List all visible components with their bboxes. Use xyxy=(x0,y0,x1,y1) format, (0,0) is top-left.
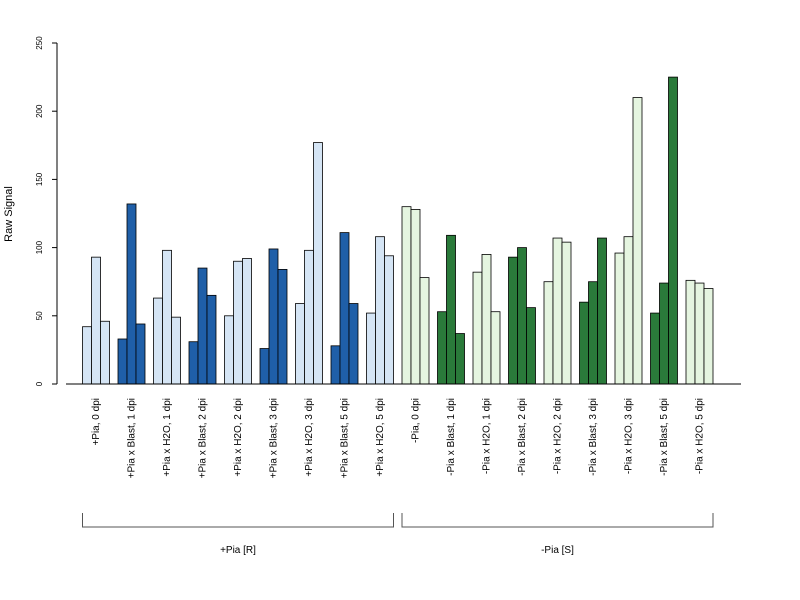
bar xyxy=(277,269,288,385)
bar xyxy=(588,281,598,385)
axes-layer xyxy=(56,43,741,385)
x-tick-label: -Pia x Blast, 3 dpi xyxy=(588,398,599,476)
bar xyxy=(508,256,518,385)
bar xyxy=(481,254,492,385)
bar xyxy=(153,297,163,385)
y-tick-label: 200 xyxy=(35,104,44,118)
bar xyxy=(224,315,234,385)
bar xyxy=(268,248,279,385)
x-tick-label: +Pia x Blast, 5 dpi xyxy=(340,398,351,478)
bar xyxy=(313,142,323,385)
group-bracket xyxy=(82,513,394,528)
bar xyxy=(330,345,341,385)
bar xyxy=(197,267,208,385)
bar xyxy=(348,303,359,385)
x-tick-label: +Pia x H2O, 5 dpi xyxy=(375,398,386,477)
bar xyxy=(455,333,465,385)
bar xyxy=(91,256,101,385)
bar xyxy=(295,303,305,385)
bar xyxy=(171,316,181,385)
x-tick-label: -Pia x H2O, 3 dpi xyxy=(624,398,635,474)
bar xyxy=(233,260,243,385)
x-tick-labels: +Pia, 0 dpi +Pia x Blast, 1 dpi +Pia x H2O… xyxy=(91,398,706,478)
x-tick-label: -Pia x Blast, 2 dpi xyxy=(517,398,528,476)
bar xyxy=(162,249,172,385)
group-bracket xyxy=(401,513,714,528)
bar xyxy=(472,271,483,385)
x-tick-label: -Pia x H2O, 2 dpi xyxy=(553,398,564,474)
bar xyxy=(703,288,714,385)
bar xyxy=(526,307,536,385)
bar xyxy=(126,203,137,385)
bar xyxy=(437,311,447,385)
y-tick-label: 150 xyxy=(35,172,44,186)
y-tick-label: 50 xyxy=(35,311,44,320)
x-tick-label: -Pia, 0 dpi xyxy=(411,398,422,443)
bar xyxy=(579,301,589,385)
bar xyxy=(561,241,572,385)
bar xyxy=(446,234,456,385)
y-tick-label: 100 xyxy=(35,240,44,254)
group-brackets: +Pia [R] -Pia [S] xyxy=(82,513,714,556)
bar xyxy=(614,252,625,385)
y-tick-label: 250 xyxy=(35,36,44,50)
bar xyxy=(206,294,217,385)
x-tick-label: +Pia x Blast, 2 dpi xyxy=(198,398,209,478)
bar xyxy=(375,236,385,385)
x-tick-label: +Pia x Blast, 3 dpi xyxy=(269,398,280,478)
bar xyxy=(419,277,430,385)
bar xyxy=(188,341,199,385)
x-tick-label: -Pia x H2O, 5 dpi xyxy=(695,398,706,474)
group-label: +Pia [R] xyxy=(220,545,256,556)
bar xyxy=(632,97,643,385)
bar xyxy=(659,282,669,385)
x-tick-label: +Pia x Blast, 1 dpi xyxy=(127,398,138,478)
y-axis-title: Raw Signal xyxy=(3,186,15,242)
bars-layer xyxy=(82,76,714,385)
group-label: -Pia [S] xyxy=(541,545,574,556)
x-tick-label: -Pia x Blast, 1 dpi xyxy=(446,398,457,476)
bar xyxy=(117,338,128,385)
x-tick-label: +Pia x H2O, 1 dpi xyxy=(162,398,173,477)
bar xyxy=(543,281,554,385)
bar xyxy=(668,76,678,385)
x-tick-label: -Pia x Blast, 5 dpi xyxy=(659,398,670,476)
bar xyxy=(100,320,110,385)
y-ticks: 0 50 100 150 200 250 xyxy=(35,36,57,386)
bar xyxy=(685,279,696,385)
bar xyxy=(384,255,394,385)
bar xyxy=(242,258,252,385)
bar xyxy=(490,311,501,385)
x-tick-label: -Pia x H2O, 1 dpi xyxy=(482,398,493,474)
x-tick-label: +Pia x H2O, 3 dpi xyxy=(304,398,315,477)
bar xyxy=(339,232,350,385)
bar xyxy=(259,348,270,385)
x-tick-label: +Pia, 0 dpi xyxy=(91,398,102,446)
bar xyxy=(366,312,376,385)
bar xyxy=(597,237,607,385)
bar xyxy=(517,247,527,385)
bar xyxy=(623,236,634,385)
bar xyxy=(401,206,412,385)
bar xyxy=(552,237,563,385)
bar xyxy=(650,312,660,385)
bar xyxy=(304,249,314,385)
bar xyxy=(410,209,421,385)
y-tick-label: 0 xyxy=(35,381,44,386)
bar xyxy=(82,326,92,385)
x-tick-label: +Pia x H2O, 2 dpi xyxy=(233,398,244,477)
bar xyxy=(694,282,705,385)
bar xyxy=(135,323,146,385)
